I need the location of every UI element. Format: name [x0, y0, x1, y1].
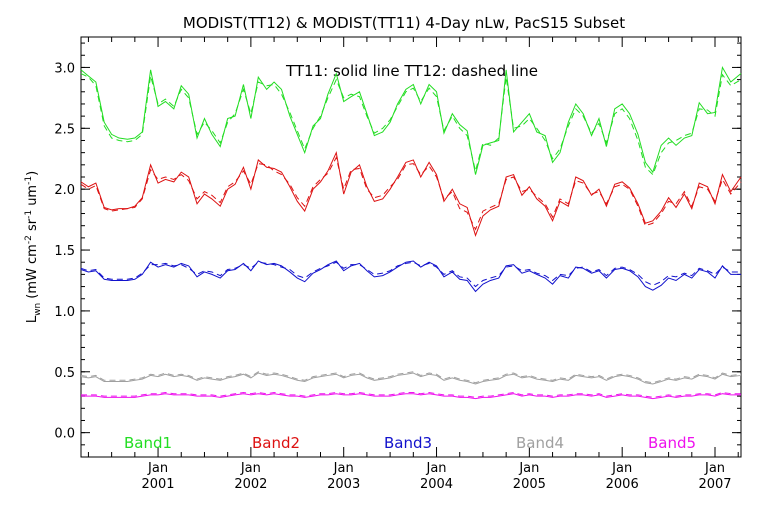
series-line-solid-band1 — [80, 65, 742, 175]
series-line-solid-band3 — [80, 260, 741, 293]
x-tick-label-month: Jan — [518, 461, 539, 476]
line-style-annotation: TT11: solid line TT12: dashed line — [285, 62, 538, 80]
series-line-solid-band5 — [81, 393, 741, 400]
x-tick-label-year: 2007 — [698, 477, 731, 492]
series-line-dashed-band2 — [80, 156, 742, 231]
chart-title: MODIST(TT12) & MODIST(TT11) 4-Day nLw, P… — [183, 14, 625, 32]
x-tick-label-month: Jan — [240, 461, 261, 476]
legend-label-band1: Band1 — [124, 434, 172, 452]
plot-area: 0.00.51.01.52.02.53.0Jan2001Jan2002Jan20… — [24, 36, 742, 492]
y-tick-label: 3.0 — [54, 61, 75, 76]
legend-label-band5: Band5 — [648, 434, 696, 452]
x-tick-label-year: 2001 — [141, 477, 174, 492]
series-line-dashed-band4 — [80, 371, 742, 384]
x-tick-label-month: Jan — [611, 461, 632, 476]
x-tick-label-year: 2006 — [606, 477, 639, 492]
x-tick-label-year: 2003 — [327, 477, 360, 492]
x-tick-label-year: 2004 — [420, 477, 453, 492]
legend-label-band4: Band4 — [516, 434, 564, 452]
legend-label-band3: Band3 — [384, 434, 432, 452]
plot-frame — [80, 36, 742, 458]
x-tick-label-year: 2002 — [234, 477, 267, 492]
y-axis-label: Lwn (mW cm-2 sr-1 um-1) — [24, 171, 43, 323]
y-tick-label: 0.5 — [54, 366, 75, 381]
y-tick-label: 2.5 — [54, 122, 75, 137]
x-tick-label-month: Jan — [147, 461, 168, 476]
x-tick-label-month: Jan — [333, 461, 354, 476]
series-line-solid-band4 — [80, 372, 742, 385]
y-tick-label: 1.5 — [54, 244, 75, 259]
x-tick-label-month: Jan — [426, 461, 447, 476]
y-tick-label: 0.0 — [54, 427, 75, 442]
series-line-dashed-band5 — [81, 391, 741, 398]
y-tick-label: 1.0 — [54, 305, 75, 320]
series-line-dashed-band3 — [80, 261, 741, 288]
y-tick-label: 2.0 — [54, 183, 75, 198]
legend-label-band2: Band2 — [252, 434, 300, 452]
x-tick-label-month: Jan — [704, 461, 725, 476]
x-tick-label-year: 2005 — [513, 477, 546, 492]
series-line-solid-band2 — [80, 150, 742, 237]
